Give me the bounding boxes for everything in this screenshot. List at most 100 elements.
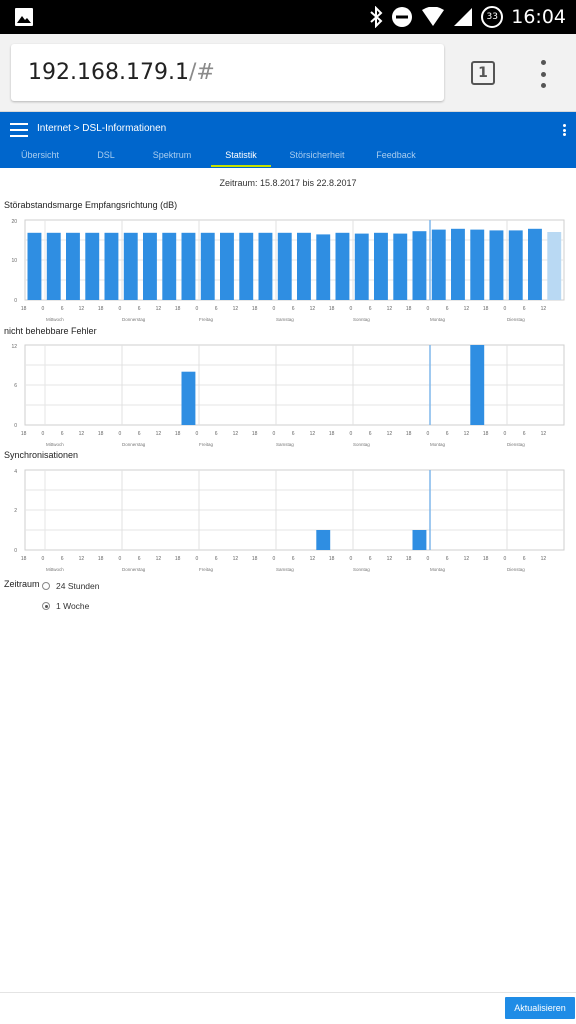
x-tick-label: 0: [119, 556, 122, 562]
x-tick-label: 0: [273, 556, 276, 562]
x-tick-label: 18: [406, 431, 412, 437]
x-tick-label: 6: [523, 431, 526, 437]
browser-menu-icon[interactable]: [535, 60, 551, 88]
day-label: Mittwoch: [46, 567, 64, 572]
x-tick-label: 18: [483, 556, 489, 562]
x-tick-label: 0: [350, 431, 353, 437]
tab-feedback[interactable]: Feedback: [376, 150, 416, 160]
bar: [85, 232, 100, 300]
day-label: Samstag: [276, 317, 294, 322]
y-tick-label: 0: [14, 423, 17, 429]
x-tick-label: 6: [292, 306, 295, 312]
bar: [277, 232, 292, 300]
more-icon[interactable]: [563, 124, 567, 136]
day-label: Donnerstag: [122, 442, 146, 447]
x-tick-label: 18: [406, 306, 412, 312]
battery-icon: 33: [481, 6, 504, 28]
x-tick-label: 6: [446, 431, 449, 437]
breadcrumb[interactable]: Internet > DSL-Informationen: [37, 123, 167, 134]
day-label: Montag: [430, 442, 446, 447]
x-tick-label: 12: [233, 306, 239, 312]
day-label: Sonntag: [353, 442, 370, 447]
x-tick-label: 18: [98, 306, 104, 312]
tab-spektrum[interactable]: Spektrum: [152, 150, 192, 160]
x-tick-label: 12: [233, 431, 239, 437]
x-tick-label: 12: [310, 431, 316, 437]
chart-title-errors: nicht behebbare Fehler: [4, 326, 97, 336]
bar: [354, 233, 369, 300]
day-label: Samstag: [276, 567, 294, 572]
x-tick-label: 0: [42, 431, 45, 437]
x-tick-label: 0: [273, 431, 276, 437]
x-tick-label: 6: [446, 556, 449, 562]
x-tick-label: 0: [427, 431, 430, 437]
url-hash: /#: [188, 60, 215, 85]
bar: [27, 232, 42, 300]
tab-dsl[interactable]: DSL: [97, 150, 115, 160]
x-tick-label: 18: [175, 556, 181, 562]
radio-label: 1 Woche: [56, 601, 90, 611]
x-tick-label: 12: [387, 306, 393, 312]
x-tick-label: 6: [138, 556, 141, 562]
x-tick-label: 6: [215, 556, 218, 562]
x-tick-label: 12: [156, 556, 162, 562]
tab-switcher-button[interactable]: 1: [471, 61, 495, 85]
bar: [123, 232, 138, 300]
x-tick-label: 6: [523, 306, 526, 312]
x-tick-label: 0: [119, 431, 122, 437]
bar: [451, 228, 465, 300]
bar: [239, 232, 254, 300]
period-text: Zeitraum: 15.8.2017 bis 22.8.2017: [219, 178, 357, 188]
day-label: Donnerstag: [122, 317, 146, 322]
day-label: Freitag: [199, 317, 214, 322]
tab-statistik[interactable]: Statistik: [225, 150, 257, 160]
x-tick-label: 0: [427, 306, 430, 312]
gallery-icon: [15, 8, 33, 26]
x-tick-label: 18: [21, 306, 27, 312]
x-tick-label: 12: [233, 556, 239, 562]
x-tick-label: 18: [175, 431, 181, 437]
status-icons: 33 16:04: [369, 0, 566, 34]
address-bar[interactable]: 192.168.179.1/#: [11, 44, 444, 101]
url-text[interactable]: 192.168.179.1/#: [28, 60, 215, 85]
bar: [470, 229, 485, 300]
x-tick-label: 12: [464, 556, 470, 562]
radio-button[interactable]: [42, 602, 50, 610]
x-tick-label: 0: [273, 306, 276, 312]
radio-24h[interactable]: 24 Stunden: [42, 581, 99, 591]
x-tick-label: 6: [215, 431, 218, 437]
x-tick-label: 12: [310, 556, 316, 562]
x-tick-label: 6: [215, 306, 218, 312]
wifi-icon: [422, 7, 445, 26]
tab-uebersicht[interactable]: Übersicht: [20, 150, 60, 160]
period-control-label: Zeitraum: [4, 579, 40, 589]
x-tick-label: 6: [292, 431, 295, 437]
x-tick-label: 6: [138, 306, 141, 312]
day-label: Freitag: [199, 442, 214, 447]
radio-1week[interactable]: 1 Woche: [42, 601, 89, 611]
radio-button[interactable]: [42, 582, 50, 590]
bar: [220, 232, 234, 300]
active-tab-indicator: [211, 165, 271, 167]
y-tick-label: 6: [14, 383, 17, 389]
x-tick-label: 0: [504, 556, 507, 562]
x-tick-label: 18: [406, 556, 412, 562]
menu-icon[interactable]: [10, 123, 28, 137]
x-tick-label: 18: [175, 306, 181, 312]
bar: [431, 229, 446, 300]
x-tick-label: 12: [464, 431, 470, 437]
x-tick-label: 6: [292, 556, 295, 562]
day-label: Mittwoch: [46, 317, 64, 322]
x-tick-label: 12: [79, 556, 85, 562]
chart-snr-margin: 20 10 0 18 0 6 12 18 0 6 12 18 0 6 12 18 0 6 12 18 0 6 12 18 0 6 1…: [11, 219, 565, 322]
footer-divider: [0, 992, 576, 993]
bar: [547, 232, 562, 300]
tab-stoersicherheit[interactable]: Störsicherheit: [289, 150, 345, 160]
y-tick-label: 0: [14, 548, 17, 554]
x-tick-label: 12: [541, 306, 547, 312]
status-bar: 33 16:04: [0, 0, 576, 34]
bar: [528, 228, 542, 300]
bar: [470, 345, 485, 425]
refresh-button[interactable]: Aktualisieren: [505, 997, 575, 1019]
